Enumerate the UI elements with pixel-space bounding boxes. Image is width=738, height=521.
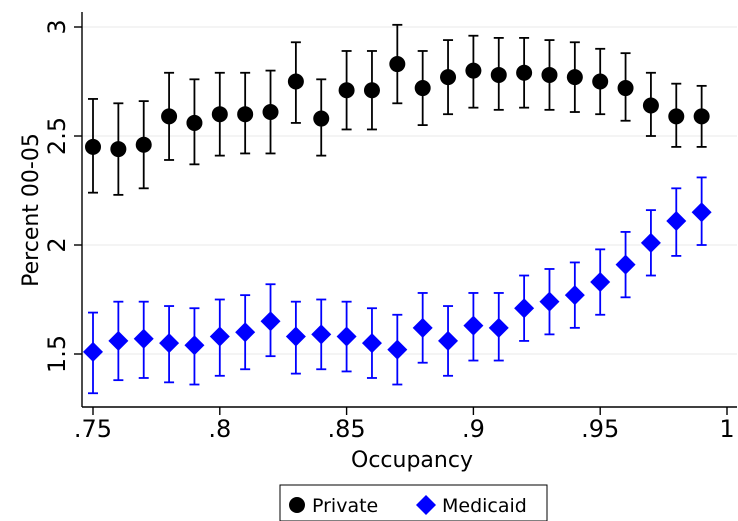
y-tick-label: 3 — [43, 19, 71, 34]
private-point — [135, 136, 152, 153]
private-point — [541, 66, 558, 83]
private-point — [85, 138, 101, 155]
private-point — [237, 106, 254, 123]
legend: Private Medicaid — [279, 484, 548, 521]
private-point — [440, 69, 457, 86]
x-tick-label: .75 — [74, 415, 112, 443]
x-tick-label: .85 — [328, 415, 366, 443]
y-tick-label: 1.5 — [43, 335, 71, 373]
x-tick-label: .95 — [581, 415, 619, 443]
private-point — [313, 110, 330, 127]
private-point — [186, 114, 203, 131]
private-point — [414, 80, 431, 97]
private-point — [161, 108, 178, 125]
private-point — [617, 80, 634, 97]
medicaid-point — [285, 326, 306, 347]
y-axis-title: Percent 00-05 — [19, 133, 44, 287]
medicaid-point — [235, 322, 256, 343]
medicaid-point — [564, 285, 585, 306]
medicaid-point — [666, 211, 687, 232]
private-point — [566, 69, 583, 86]
series-private — [85, 23, 710, 196]
medicaid-point — [615, 254, 636, 275]
medicaid-point — [412, 317, 433, 338]
medicaid-point — [133, 328, 154, 349]
medicaid-point — [159, 333, 180, 354]
private-point — [389, 56, 406, 73]
private-point — [592, 73, 609, 90]
medicaid-point — [590, 272, 611, 293]
medicaid-point — [514, 298, 535, 319]
private-point — [490, 66, 507, 83]
legend-label-private: Private — [312, 495, 378, 517]
private-point — [363, 82, 380, 99]
medicaid-point — [488, 317, 509, 338]
medicaid-point — [311, 324, 332, 345]
axes: 1.5 2 2.5 3 .75 .8 .85 .9 .95 1 — [43, 12, 737, 443]
x-tick-label: .9 — [462, 415, 485, 443]
medicaid-point — [260, 311, 281, 332]
medicaid-point — [438, 330, 459, 351]
medicaid-point — [387, 339, 408, 360]
gridlines — [82, 26, 737, 355]
medicaid-point — [108, 330, 129, 351]
private-point — [465, 62, 482, 79]
plot-area — [83, 23, 712, 395]
private-point — [338, 82, 355, 99]
private-point — [642, 97, 659, 114]
y-tick-label: 2.5 — [43, 117, 71, 155]
medicaid-point — [336, 326, 357, 347]
medicaid-point — [640, 232, 661, 253]
private-point — [693, 108, 710, 125]
private-point — [516, 64, 533, 81]
x-axis-title: Occupancy — [351, 448, 473, 473]
medicaid-point — [209, 326, 230, 347]
medicaid-point — [83, 341, 103, 362]
private-point — [211, 106, 228, 123]
medicaid-point — [184, 335, 205, 356]
private-point — [110, 141, 127, 158]
private-point — [262, 104, 279, 121]
y-tick-label: 2 — [43, 237, 71, 252]
medicaid-point — [361, 333, 382, 354]
series-medicaid — [83, 176, 712, 395]
legend-label-medicaid: Medicaid — [442, 495, 527, 517]
legend-marker-private — [289, 497, 305, 513]
legend-box — [279, 484, 548, 521]
medicaid-point — [463, 315, 484, 336]
private-point — [668, 108, 685, 125]
private-point — [287, 73, 304, 90]
x-tick-label: 1 — [719, 415, 734, 443]
medicaid-point — [539, 291, 560, 312]
x-tick-label: .8 — [208, 415, 231, 443]
legend-marker-medicaid — [416, 495, 436, 515]
medicaid-point — [691, 202, 712, 223]
